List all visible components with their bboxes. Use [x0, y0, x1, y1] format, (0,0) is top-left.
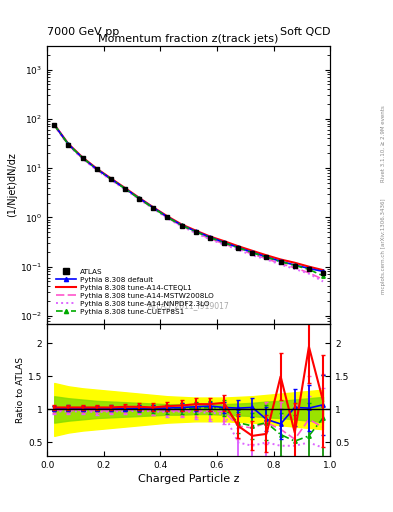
Y-axis label: Ratio to ATLAS: Ratio to ATLAS [16, 357, 25, 422]
Text: ATLAS_2011_I919017: ATLAS_2011_I919017 [148, 301, 230, 310]
Legend: ATLAS, Pythia 8.308 default, Pythia 8.308 tune-A14-CTEQL1, Pythia 8.308 tune-A14: ATLAS, Pythia 8.308 default, Pythia 8.30… [53, 266, 216, 318]
Text: Soft QCD: Soft QCD [280, 27, 330, 37]
Y-axis label: (1/Njet)dN/dz: (1/Njet)dN/dz [7, 153, 17, 217]
Text: mcplots.cern.ch [arXiv:1306.3436]: mcplots.cern.ch [arXiv:1306.3436] [381, 198, 386, 293]
Text: Rivet 3.1.10, ≥ 2.9M events: Rivet 3.1.10, ≥ 2.9M events [381, 105, 386, 182]
X-axis label: Charged Particle z: Charged Particle z [138, 474, 239, 484]
Text: 7000 GeV pp: 7000 GeV pp [47, 27, 119, 37]
Title: Momentum fraction z(track jets): Momentum fraction z(track jets) [99, 34, 279, 44]
